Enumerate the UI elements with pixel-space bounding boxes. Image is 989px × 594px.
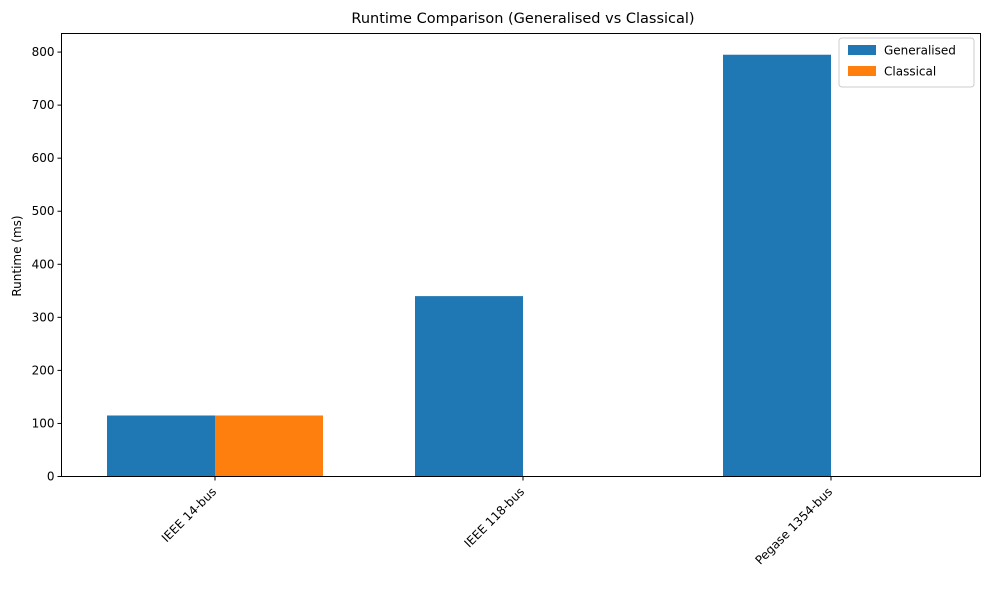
y-tick-label: 0 — [47, 470, 55, 484]
x-tick-label: Pegase 1354-bus — [752, 485, 835, 568]
y-axis-label: Runtime (ms) — [10, 215, 24, 296]
y-tick-label: 500 — [32, 204, 55, 218]
y-tick-label: 800 — [32, 45, 55, 59]
y-tick-label: 400 — [32, 257, 55, 271]
y-axis: 0 100 200 300 400 500 600 700 800 — [32, 45, 62, 484]
bar-generalised-2 — [723, 54, 831, 477]
legend-label: Classical — [884, 65, 936, 79]
y-tick-label: 600 — [32, 151, 55, 165]
y-tick-label: 300 — [32, 310, 55, 324]
y-tick-label: 100 — [32, 416, 55, 430]
chart-title: Runtime Comparison (Generalised vs Class… — [351, 11, 694, 27]
legend: Generalised Classical — [838, 37, 975, 88]
legend-swatch — [848, 66, 876, 76]
x-axis: IEEE 14-bus IEEE 118-bus Pegase 1354-bus — [159, 476, 835, 568]
plot-frame — [61, 33, 981, 477]
legend-label: Generalised — [884, 44, 956, 58]
bar-generalised-1 — [415, 296, 523, 477]
y-tick-label: 200 — [32, 363, 55, 377]
x-tick-label: IEEE 118-bus — [461, 485, 527, 551]
legend-swatch — [848, 45, 876, 55]
bars-layer — [107, 54, 831, 477]
y-tick-label: 700 — [32, 98, 55, 112]
bar-classical-0 — [215, 415, 323, 477]
bar-generalised-0 — [107, 415, 215, 477]
x-tick-label: IEEE 14-bus — [159, 485, 219, 545]
